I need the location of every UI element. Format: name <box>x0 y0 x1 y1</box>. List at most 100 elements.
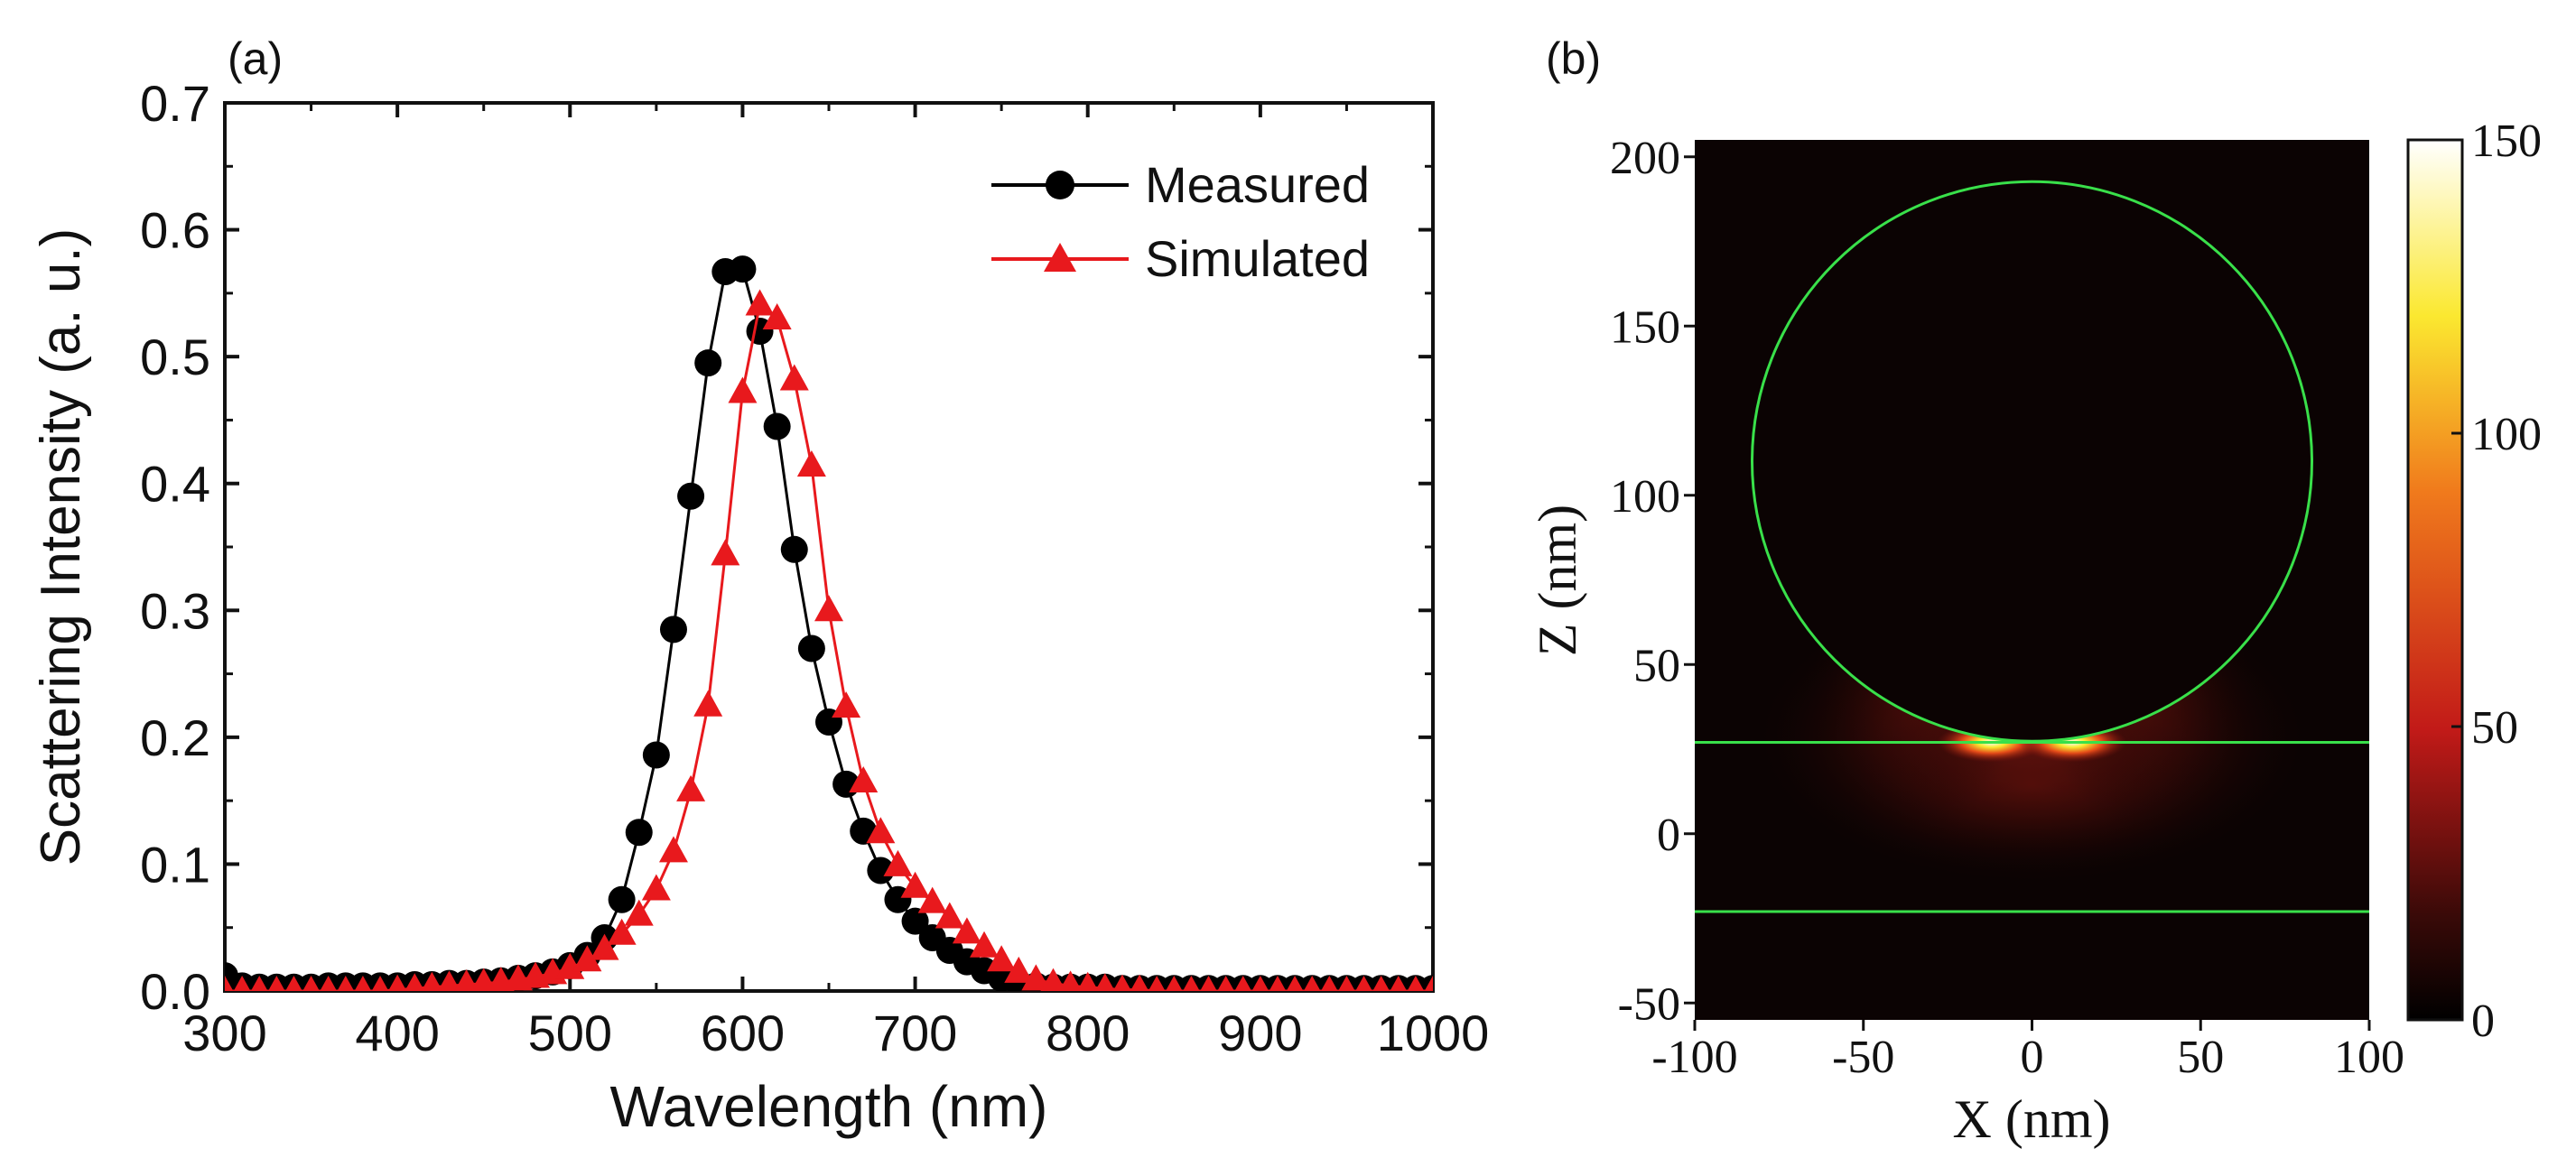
y-tick-label: 0.2 <box>140 709 210 766</box>
data-point-simulated <box>225 976 234 991</box>
colorbar-tick-label: 150 <box>2471 116 2542 167</box>
data-point-simulated <box>285 976 302 991</box>
y-tick-label: 0.3 <box>140 582 210 639</box>
data-point-simulated <box>711 539 740 566</box>
colorbar-tick-label: 0 <box>2471 996 2495 1047</box>
legend-a: Measured Simulated <box>991 156 1370 287</box>
y-tick-label: 0.4 <box>140 456 210 513</box>
colorbar-tick-label: 100 <box>2471 409 2542 460</box>
data-point-simulated <box>1355 976 1372 991</box>
colorbar-labels: 0 50 100 150 <box>2471 116 2542 1047</box>
x-tick-label: 800 <box>1046 1005 1130 1061</box>
data-point-simulated <box>745 289 775 316</box>
data-point-measured <box>780 535 808 563</box>
y-axis-label-a: Scattering Intensity (a. u.) <box>30 228 92 866</box>
x-tick-label: 900 <box>1218 1005 1302 1061</box>
data-point-simulated <box>1390 976 1408 991</box>
y-tick-label: 200 <box>1610 133 1680 184</box>
legend-measured-marker <box>1046 171 1074 199</box>
data-point-simulated <box>572 945 602 972</box>
data-point-measured <box>729 255 757 283</box>
data-point-simulated <box>917 886 947 913</box>
data-point-simulated <box>607 918 637 945</box>
colorbar <box>2406 138 2464 1022</box>
axis-b-ticks <box>1684 155 2371 1031</box>
data-point-simulated <box>1165 976 1183 991</box>
y-tick-label: 100 <box>1610 471 1680 523</box>
x-tick-label: 500 <box>528 1005 612 1061</box>
x-tick-label: 300 <box>182 1005 266 1061</box>
data-point-measured <box>901 907 929 935</box>
data-point-simulated <box>1004 956 1034 983</box>
x-tick-labels-b: -100 -50 0 50 100 <box>1651 1032 2404 1083</box>
data-point-simulated <box>1183 976 1200 991</box>
data-point-simulated <box>590 933 619 960</box>
y-tick-label: 0.0 <box>140 963 210 1020</box>
y-tick-label: 0.7 <box>140 75 210 132</box>
data-point-measured <box>659 616 687 644</box>
panel-b: (b) -100 -50 0 50 100 -50 0 50 100 150 2… <box>1528 33 2542 1149</box>
x-tick-label: 700 <box>873 1005 957 1061</box>
data-point-simulated <box>935 902 964 929</box>
data-point-simulated <box>250 976 268 991</box>
legend-measured-label: Measured <box>1145 156 1370 213</box>
data-point-simulated <box>555 952 585 979</box>
data-point-simulated <box>970 931 1000 958</box>
x-tick-label: 50 <box>2177 1032 2224 1083</box>
y-tick-labels-b: -50 0 50 100 150 200 <box>1610 133 1680 1031</box>
x-tick-label: -50 <box>1832 1032 1894 1083</box>
data-point-simulated <box>470 968 497 991</box>
data-point-simulated <box>421 971 443 991</box>
data-point-simulated <box>1148 976 1166 991</box>
data-point-simulated <box>302 976 320 991</box>
data-point-simulated <box>779 364 809 391</box>
y-tick-label: 0.5 <box>140 329 210 385</box>
data-point-simulated <box>1021 964 1051 991</box>
data-point-simulated <box>1251 976 1269 991</box>
legend-simulated-label: Simulated <box>1145 230 1370 287</box>
data-point-simulated <box>796 450 826 477</box>
data-point-simulated <box>1286 976 1304 991</box>
data-point-simulated <box>1424 976 1433 991</box>
data-point-simulated <box>438 970 460 991</box>
data-point-simulated <box>1372 976 1390 991</box>
data-point-simulated <box>866 817 896 844</box>
y-tick-label: 0.1 <box>140 836 210 893</box>
colorbar-tick-label: 50 <box>2471 702 2518 754</box>
sphere-outline <box>1750 180 2314 743</box>
data-point-simulated <box>1338 976 1355 991</box>
series-measured <box>225 255 1433 991</box>
data-point-simulated <box>337 976 355 991</box>
x-tick-label: 0 <box>2021 1032 2044 1083</box>
panel-b-label: (b) <box>1546 33 1601 84</box>
data-point-simulated <box>1094 973 1115 991</box>
legend-simulated-marker <box>1044 243 1076 272</box>
x-tick-label: 600 <box>701 1005 785 1061</box>
data-point-simulated <box>987 945 1017 972</box>
data-point-simulated <box>1303 976 1321 991</box>
data-point-simulated <box>1040 968 1066 991</box>
panel-a: (a) 300 400 500 600 700 800 900 1000 0.0… <box>30 33 1489 1139</box>
data-point-simulated <box>267 976 285 991</box>
data-point-simulated <box>814 595 843 622</box>
y-axis-label-b: Z (nm) <box>1528 505 1587 656</box>
y-tick-label: 0.6 <box>140 202 210 259</box>
data-point-simulated <box>658 836 688 863</box>
data-point-simulated <box>1320 976 1338 991</box>
data-point-simulated <box>1077 971 1099 991</box>
colorbar-ticks <box>2451 138 2462 1022</box>
data-point-simulated <box>1112 974 1132 991</box>
data-point-simulated <box>387 974 407 991</box>
data-point-simulated <box>952 917 981 944</box>
data-point-simulated <box>641 874 671 901</box>
series-line-simulated <box>225 301 1433 991</box>
data-point-simulated <box>454 968 479 991</box>
data-point-simulated <box>849 766 879 793</box>
data-point-measured <box>608 885 636 913</box>
series-line-measured <box>225 267 1433 990</box>
panel-a-label: (a) <box>228 33 283 84</box>
x-tick-label: 400 <box>355 1005 439 1061</box>
y-tick-label: 50 <box>1633 640 1680 691</box>
data-point-simulated <box>762 302 792 329</box>
